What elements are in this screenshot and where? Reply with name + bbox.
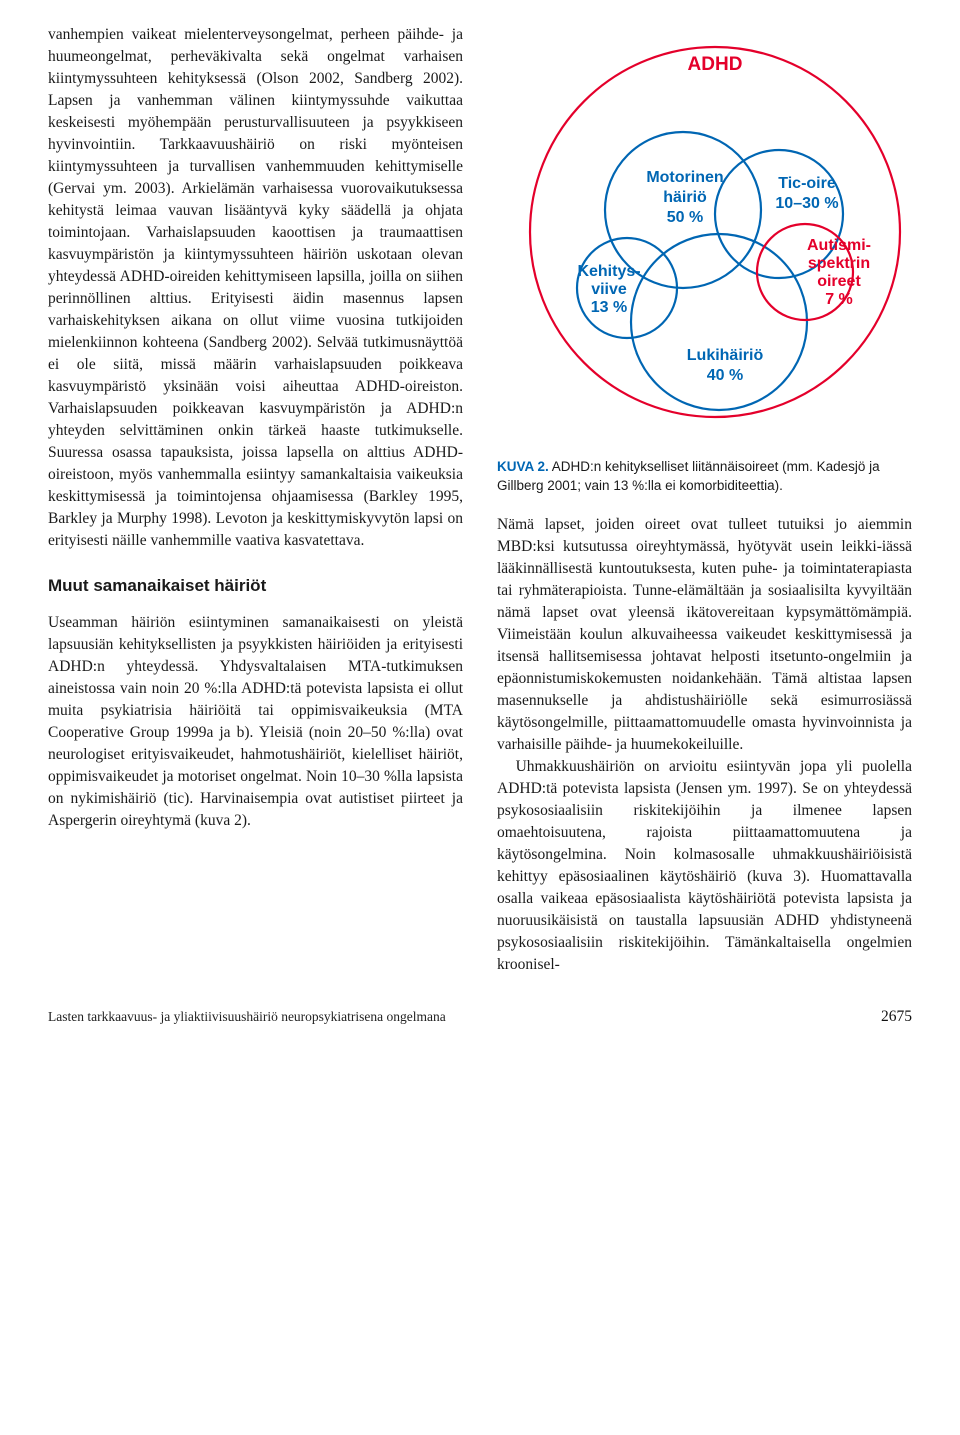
- footer-running-title: Lasten tarkkaavuus- ja yliaktiivisuushäi…: [48, 1007, 446, 1026]
- body-paragraph: Useamman häiriön esiintyminen samanaikai…: [48, 612, 463, 832]
- svg-text:Kehitys-: Kehitys-: [577, 263, 640, 280]
- svg-text:10–30 %: 10–30 %: [775, 195, 838, 212]
- svg-text:13 %: 13 %: [590, 299, 626, 316]
- svg-text:50 %: 50 %: [666, 209, 702, 226]
- svg-text:Autismi-: Autismi-: [807, 237, 871, 254]
- svg-text:viive: viive: [591, 281, 627, 298]
- left-column: vanhempien vaikeat mielenterveysongelmat…: [48, 24, 463, 976]
- body-paragraph: Nämä lapset, joiden oireet ovat tulleet …: [497, 514, 912, 756]
- figure-caption-key: KUVA 2.: [497, 459, 549, 474]
- svg-text:Motorinen: Motorinen: [646, 169, 723, 186]
- svg-text:spektrin: spektrin: [807, 255, 869, 272]
- figure-caption-text: ADHD:n kehitykselliset liitännäisoireet …: [497, 459, 880, 493]
- page-footer: Lasten tarkkaavuus- ja yliaktiivisuushäi…: [48, 1006, 912, 1028]
- footer-page-number: 2675: [881, 1006, 912, 1028]
- body-paragraph: vanhempien vaikeat mielenterveysongelmat…: [48, 24, 463, 552]
- svg-text:Tic-oire: Tic-oire: [778, 175, 836, 192]
- svg-text:oireet: oireet: [817, 273, 861, 290]
- svg-text:Lukihäiriö: Lukihäiriö: [686, 347, 763, 364]
- svg-text:ADHD: ADHD: [687, 54, 742, 75]
- page-columns: vanhempien vaikeat mielenterveysongelmat…: [48, 24, 912, 976]
- svg-text:40 %: 40 %: [706, 367, 742, 384]
- figure-2: ADHD Motorinen häiriö 50 % Tic-oire 10–30 % Ke…: [497, 24, 912, 496]
- section-heading: Muut samanaikaiset häiriöt: [48, 574, 463, 598]
- venn-svg-wrap: ADHD Motorinen häiriö 50 % Tic-oire 10–30 % Ke…: [505, 24, 905, 444]
- venn-diagram: ADHD Motorinen häiriö 50 % Tic-oire 10–30 % Ke…: [497, 24, 912, 444]
- body-paragraph: Uhmakkuushäiriön on arvioitu esiintyvän …: [497, 756, 912, 976]
- svg-text:7 %: 7 %: [825, 291, 853, 308]
- svg-text:häiriö: häiriö: [663, 189, 707, 206]
- right-column: ADHD Motorinen häiriö 50 % Tic-oire 10–30 % Ke…: [497, 24, 912, 976]
- figure-caption: KUVA 2. ADHD:n kehitykselliset liitännäi…: [497, 458, 912, 496]
